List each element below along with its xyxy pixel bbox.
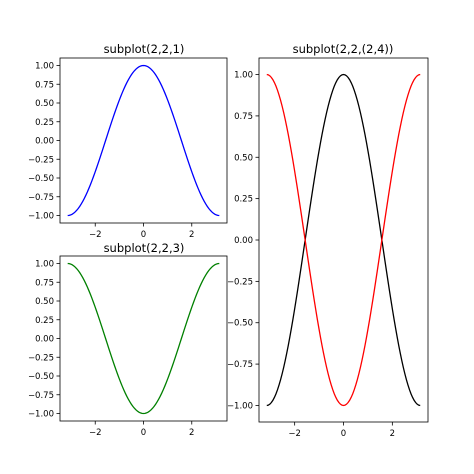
series-line	[67, 262, 220, 415]
y-tick-label: 0.50	[35, 99, 54, 109]
x-tick-label: −2	[288, 429, 301, 439]
y-tick-label: 0.50	[234, 153, 253, 163]
x-axis: −2 0 2	[89, 223, 194, 240]
y-tick-label: −1.00	[28, 212, 54, 222]
x-axis: −2 0 2	[288, 422, 395, 439]
y-tick-label: 1.00	[35, 62, 54, 72]
y-axis: −1.00 −0.75 −0.50 −0.25 0.00 0.25 0.50 0.75 1.00	[28, 62, 60, 222]
y-axis: −1.00 −0.75 −0.50 −0.25 0.00 0.25 0.50 0.75 1.00	[227, 71, 259, 411]
x-tick-label: 0	[341, 429, 346, 439]
y-tick-label: 0.00	[234, 236, 253, 246]
y-tick-label: 0.25	[35, 316, 54, 326]
y-tick-label: 0.50	[35, 297, 54, 307]
plot-lines	[67, 262, 220, 415]
y-tick-label: 1.00	[35, 260, 54, 270]
x-tick-label: 2	[189, 428, 194, 438]
x-tick-label: −2	[89, 230, 102, 240]
y-tick-label: 0.75	[35, 278, 54, 288]
y-axis: −1.00 −0.75 −0.50 −0.25 0.00 0.25 0.50 0.75 1.00	[28, 260, 60, 420]
y-tick-label: 0.75	[234, 112, 253, 122]
series-line	[266, 73, 421, 407]
y-tick-label: −0.50	[227, 319, 253, 329]
plot-lines	[67, 64, 220, 217]
x-axis: −2 0 2	[89, 421, 194, 438]
y-tick-label: −0.25	[28, 155, 54, 165]
axes-frame	[59, 255, 228, 422]
axes-frame	[258, 57, 429, 423]
x-tick-label: 2	[390, 429, 395, 439]
subplot-right: subplot(2,2,(2,4)) −1.00 −0.75 −0.50 −0.25 0…	[227, 42, 429, 439]
y-tick-label: 0.25	[234, 195, 253, 205]
subplot-title: subplot(2,2,3)	[104, 241, 185, 255]
series-line	[266, 73, 421, 407]
x-tick-label: −2	[89, 428, 102, 438]
x-tick-label: 0	[141, 230, 146, 240]
x-tick-label: 0	[141, 428, 146, 438]
subplot-title: subplot(2,2,(2,4))	[293, 42, 394, 56]
series-line	[67, 64, 220, 217]
subplot-bottom-left: subplot(2,2,3) −1.00 −0.75 −0.50 −0.25 0.00 0…	[28, 241, 228, 438]
y-tick-label: −0.75	[28, 193, 54, 203]
subplot-title: subplot(2,2,1)	[104, 42, 185, 56]
y-tick-label: 1.00	[234, 71, 253, 81]
y-tick-label: −0.50	[28, 372, 54, 382]
y-tick-label: −0.25	[227, 277, 253, 287]
y-tick-label: −0.75	[227, 360, 253, 370]
y-tick-label: −0.50	[28, 174, 54, 184]
y-tick-label: 0.25	[35, 118, 54, 128]
y-tick-label: −0.25	[28, 353, 54, 363]
y-tick-label: 0.00	[35, 335, 54, 345]
plot-lines	[266, 73, 421, 407]
x-tick-label: 2	[189, 230, 194, 240]
y-tick-label: −0.75	[28, 391, 54, 401]
axes-frame	[59, 57, 228, 224]
y-tick-label: −1.00	[227, 401, 253, 411]
y-tick-label: −1.00	[28, 410, 54, 420]
y-tick-label: 0.75	[35, 80, 54, 90]
subplot-top-left: subplot(2,2,1) −1.00 −0.75 −0.50 −0.25 0.00 0…	[28, 42, 228, 240]
y-tick-label: 0.00	[35, 137, 54, 147]
